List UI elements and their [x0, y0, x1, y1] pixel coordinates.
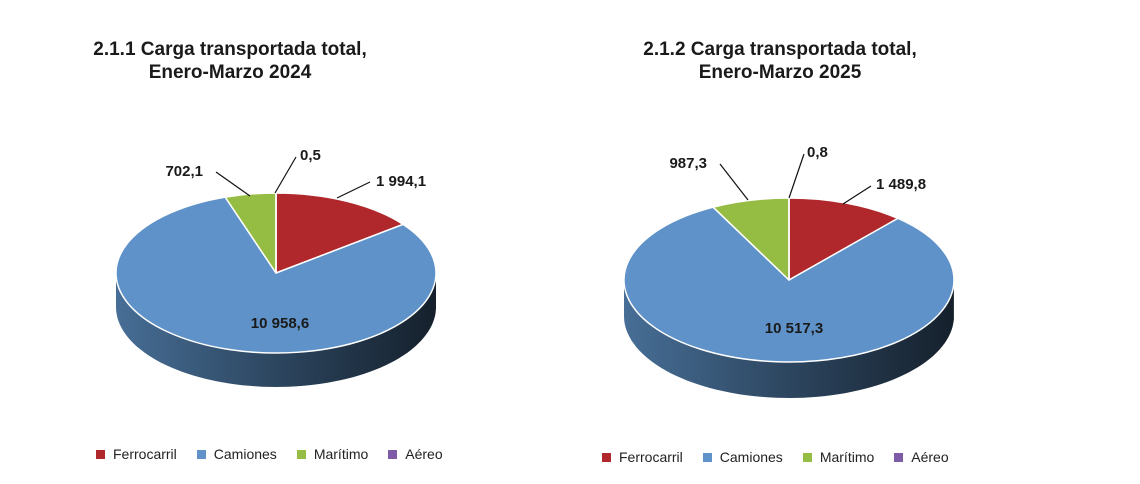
legend-swatch: [702, 452, 712, 462]
legend-item-ferrocarril: Ferrocarril: [602, 449, 683, 465]
pie-slice-ferrocarril: [788, 197, 899, 281]
chart-title: 2.1.1 Carga transportada total, Enero-Ma…: [80, 38, 380, 84]
data-label-camiones: 10 517,3: [765, 320, 823, 337]
legend-label: Marítimo: [313, 446, 369, 462]
leader-line-aereo: [788, 153, 805, 199]
data-label-maritimo: 987,3: [669, 155, 707, 172]
legend-item-aereo: Aéreo: [894, 449, 949, 465]
legend-label: Camiones: [213, 446, 277, 462]
chart-panel-2024: 2.1.1 Carga transportada total, Enero-Ma…: [0, 0, 560, 484]
legend-swatch: [296, 449, 306, 459]
data-label-maritimo: 702,1: [165, 163, 203, 180]
chart-title-line: 2.1.1 Carga transportada total,: [93, 39, 367, 60]
legend-swatch: [388, 449, 398, 459]
data-labels: 1 489,8 10 517,3 987,3 0,8: [669, 144, 926, 337]
legend-swatch: [196, 449, 206, 459]
legend: Ferrocarril Camiones Marítimo Aéreo: [96, 446, 463, 462]
legend-label: Aéreo: [911, 449, 949, 465]
legend-item-ferrocarril: Ferrocarril: [96, 446, 177, 462]
data-label-aereo: 0,5: [300, 147, 321, 164]
legend-label: Marítimo: [819, 449, 875, 465]
legend-swatch: [802, 452, 812, 462]
leader-line-maritimo: [719, 163, 749, 201]
pie-side-walls: [624, 280, 954, 398]
legend-item-aereo: Aéreo: [388, 446, 443, 462]
leader-line-ferrocarril: [842, 185, 872, 205]
legend-label: Ferrocarril: [113, 446, 177, 462]
pie-side-walls: [116, 274, 436, 387]
pie-slice-ferrocarril: [275, 192, 404, 274]
data-labels: 1 994,1 10 958,6 702,1 0,5: [165, 147, 426, 332]
chart-title-line: 2.1.2 Carga transportada total,: [643, 39, 917, 60]
leader-line-aereo: [274, 156, 297, 194]
chart-subtitle: Enero-Marzo 2025: [698, 62, 862, 83]
leader-line-maritimo: [215, 171, 251, 197]
leader-line-ferrocarril: [336, 181, 371, 199]
legend-item-camiones: Camiones: [196, 446, 277, 462]
data-label-aereo: 0,8: [807, 144, 828, 161]
data-label-ferrocarril: 1 994,1: [376, 173, 426, 190]
pie-slice-camiones: [115, 196, 437, 354]
pie-chart-2025: 1 489,8 10 517,3 987,3 0,8: [623, 144, 955, 398]
pie-top: [623, 197, 955, 363]
data-label-camiones: 10 958,6: [251, 315, 309, 332]
pie-slice-side-camiones: [624, 280, 954, 398]
chart-title: 2.1.2 Carga transportada total, Enero-Ma…: [610, 38, 950, 84]
pie-slice-side-camiones: [116, 274, 436, 387]
legend-label: Ferrocarril: [619, 449, 683, 465]
pie-slice-camiones: [623, 206, 955, 363]
chart-subtitle: Enero-Marzo 2024: [148, 62, 312, 83]
legend-label: Aéreo: [405, 446, 443, 462]
legend-swatch: [894, 452, 904, 462]
chart-panel-2025: 2.1.2 Carga transportada total, Enero-Ma…: [560, 0, 1140, 484]
legend: Ferrocarril Camiones Marítimo Aéreo: [602, 449, 969, 465]
data-label-ferrocarril: 1 489,8: [876, 176, 926, 193]
legend-item-maritimo: Marítimo: [802, 449, 875, 465]
legend-swatch: [602, 452, 611, 462]
legend-swatch: [96, 449, 105, 459]
legend-item-camiones: Camiones: [702, 449, 783, 465]
pie-chart-2024: 1 994,1 10 958,6 702,1 0,5: [115, 147, 437, 387]
legend-label: Camiones: [719, 449, 783, 465]
pie-top: [115, 192, 437, 354]
legend-item-maritimo: Marítimo: [296, 446, 369, 462]
